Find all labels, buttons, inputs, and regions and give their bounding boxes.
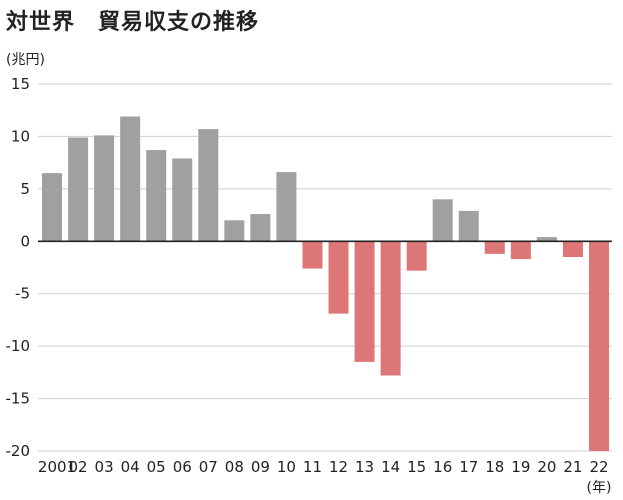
x-tick-label: 06 bbox=[173, 458, 192, 476]
bar-03 bbox=[94, 135, 115, 242]
bar-15 bbox=[406, 241, 427, 271]
bar-12 bbox=[328, 241, 349, 314]
bar-09 bbox=[250, 214, 271, 242]
y-tick-label: -15 bbox=[6, 390, 31, 408]
x-tick-label: 19 bbox=[511, 458, 530, 476]
x-tick-label: 05 bbox=[147, 458, 166, 476]
bar-19 bbox=[510, 241, 531, 260]
x-tick-label: 20 bbox=[537, 458, 556, 476]
bar-11 bbox=[302, 241, 323, 269]
x-tick-label: 07 bbox=[199, 458, 218, 476]
x-tick-label: 14 bbox=[381, 458, 400, 476]
x-tick-label: 12 bbox=[329, 458, 348, 476]
y-tick-label: 15 bbox=[11, 75, 30, 93]
x-tick-label: 22 bbox=[589, 458, 608, 476]
x-tick-label: 04 bbox=[121, 458, 140, 476]
bar-04 bbox=[120, 116, 141, 242]
bar-18 bbox=[484, 241, 505, 254]
y-tick-label: -20 bbox=[6, 442, 31, 460]
x-tick-label: 21 bbox=[563, 458, 582, 476]
x-tick-label: 08 bbox=[225, 458, 244, 476]
bar-14 bbox=[380, 241, 401, 376]
bar-05 bbox=[146, 150, 167, 242]
bar-21 bbox=[562, 241, 583, 258]
bars bbox=[42, 116, 609, 451]
x-tick-label: 18 bbox=[485, 458, 504, 476]
bar-13 bbox=[354, 241, 375, 362]
bar-08 bbox=[224, 220, 245, 242]
chart-title: 対世界 貿易収支の推移 bbox=[6, 10, 260, 35]
bar-02 bbox=[68, 137, 89, 242]
x-tick-label: 13 bbox=[355, 458, 374, 476]
x-tick-label: 11 bbox=[303, 458, 322, 476]
x-tick-label: 15 bbox=[407, 458, 426, 476]
x-tick-label: 17 bbox=[459, 458, 478, 476]
y-tick-label: -10 bbox=[6, 337, 31, 355]
y-axis-ticks: 15 10 5 0 -5 -10 -15 -20 bbox=[6, 75, 31, 460]
x-tick-label: 16 bbox=[433, 458, 452, 476]
y-tick-label: -5 bbox=[15, 285, 30, 303]
bar-22 bbox=[589, 241, 609, 451]
x-tick-label: 2001 bbox=[38, 458, 76, 476]
bar-20 bbox=[536, 237, 557, 242]
bar-2001 bbox=[42, 173, 62, 242]
x-tick-label: 09 bbox=[251, 458, 270, 476]
y-tick-label: 10 bbox=[11, 127, 30, 145]
x-tick-label: 10 bbox=[277, 458, 296, 476]
x-tick-label: 02 bbox=[69, 458, 88, 476]
bar-16 bbox=[432, 199, 453, 242]
y-tick-label: 0 bbox=[20, 232, 30, 250]
x-axis-unit: (年) bbox=[587, 480, 612, 496]
bar-10 bbox=[276, 172, 297, 242]
bar-17 bbox=[458, 210, 479, 242]
bar-06 bbox=[172, 158, 193, 242]
y-axis-unit: (兆円) bbox=[6, 52, 45, 68]
bar-07 bbox=[198, 129, 219, 242]
y-tick-label: 5 bbox=[20, 180, 30, 198]
x-tick-label: 03 bbox=[95, 458, 114, 476]
